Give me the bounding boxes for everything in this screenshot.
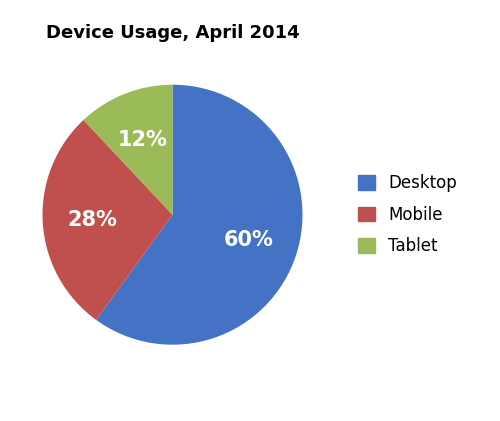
Text: 60%: 60% [224,229,274,250]
Wedge shape [42,120,172,320]
Wedge shape [84,85,172,215]
Wedge shape [96,85,302,345]
Text: 12%: 12% [118,130,168,150]
Text: 28%: 28% [67,210,117,230]
Title: Device Usage, April 2014: Device Usage, April 2014 [46,24,300,43]
Legend: Desktop, Mobile, Tablet: Desktop, Mobile, Tablet [350,166,465,264]
